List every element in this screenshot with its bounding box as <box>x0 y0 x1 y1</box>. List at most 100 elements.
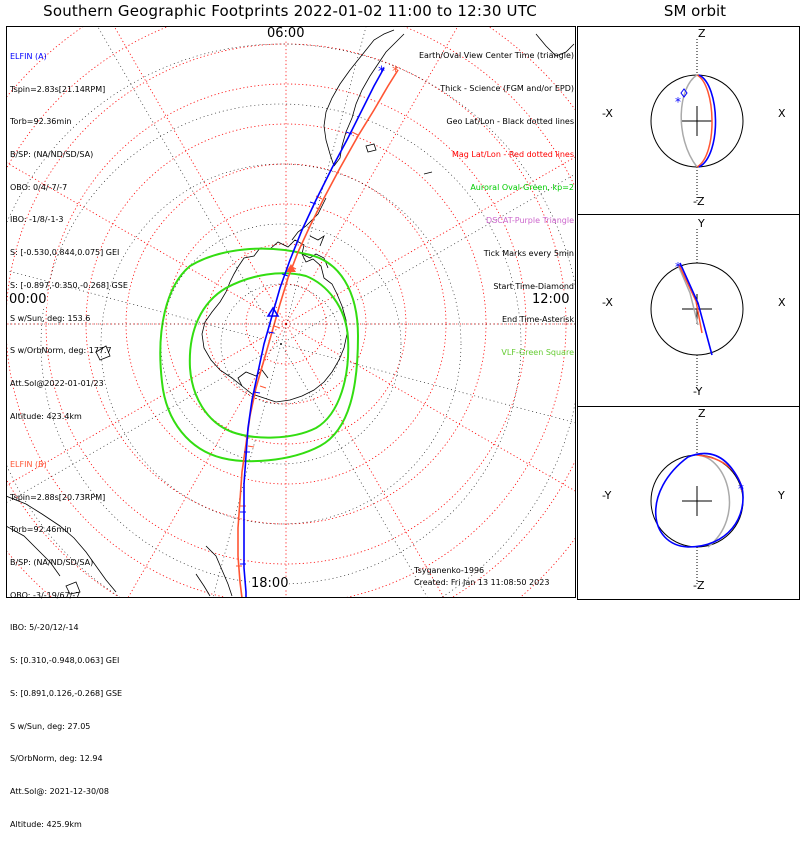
elfin-a-line: Att.Sol@2022-01-01/23 <box>10 379 104 388</box>
elfin-b-line: S w/Sun, deg: 27.05 <box>10 721 91 731</box>
elfin-a-line: OBO: 0/4/-7/-7 <box>10 182 68 192</box>
legend-item: VLF-Green Square <box>501 348 574 357</box>
legend-item: Thick - Science (FGM and/or EPD) <box>440 84 574 93</box>
sm-xz-left: -X <box>602 107 613 120</box>
elfin-a-line: S: [-0.897,-0.350,-0.268] GSE <box>10 280 128 290</box>
tasmania <box>65 581 81 595</box>
sm-xy-right: X <box>778 296 786 309</box>
elfin-a-line: Torb=92.36min <box>10 117 72 127</box>
svg-text:*: * <box>675 260 681 274</box>
ross-shelf <box>237 369 269 387</box>
elfin-a-ticks <box>240 131 353 565</box>
footprint-map: * * <box>6 26 576 598</box>
auroral-oval-outer <box>159 247 360 463</box>
elfin-b-line: S/OrbNorm, deg: 12.94 <box>10 754 103 764</box>
elfin-b-line: S: [0.891,0.126,-0.268] GSE <box>10 688 123 698</box>
legend-item: Mag Lat/Lon - Red dotted lines <box>451 150 574 159</box>
sm-xy-top: Y <box>698 217 705 230</box>
elfin-b-line: S: [0.310,-0.948,0.063] GEI <box>10 656 120 666</box>
elfin-a-line: Altitude: 423.4km <box>10 411 82 421</box>
model-credit: Tsyganenko-1996 <box>414 566 485 575</box>
elfin-a-line: Tspin=2.83s[21.14RPM] <box>10 84 106 94</box>
auroral-oval-inner <box>188 272 350 439</box>
africa-tip <box>535 33 575 57</box>
sm-yz-orbit-a <box>654 452 744 548</box>
auroral-oval <box>159 247 360 463</box>
elfin-b-name: ELFIN (B) <box>10 459 47 469</box>
sm-xz-bottom: -Z <box>693 195 705 208</box>
elfin-a-path <box>243 67 385 597</box>
legend-item: End Time-Asterisk <box>501 315 574 324</box>
sm-xy-plot: * <box>650 229 744 391</box>
legend-item: Tick Marks every 5min <box>483 249 574 258</box>
falklands <box>365 143 377 153</box>
sm-xz-plot: * <box>650 39 744 203</box>
sm-yz-right: Y <box>778 489 785 502</box>
sm-xy-left: -X <box>602 296 613 309</box>
sm-xz-right: X <box>778 107 786 120</box>
elfin-b-line: Att.Sol@: 2021-12-30/08 <box>10 787 109 796</box>
elfin-b-track <box>236 69 399 597</box>
map-frame <box>6 26 576 598</box>
elfin-b-path <box>237 69 399 597</box>
sm-xz-top: Z <box>698 27 706 40</box>
elfin-a-track: * * <box>240 64 399 597</box>
elfin-a-end-asterisk: * <box>378 64 385 80</box>
elfin-a-name: ELFIN (A) <box>10 51 47 61</box>
elfin-b-line: IBO: 5/-20/12/-14 <box>10 623 79 633</box>
elfin-b-line: OBO: -3/-19/67/-7 <box>10 590 81 600</box>
elfin-b-line: Altitude: 425.9km <box>10 819 82 829</box>
elfin-a-line: S w/OrbNorm, deg: 177.7 <box>10 346 112 356</box>
elfin-a-line: B/SP: (NA/ND/SD/SA) <box>10 149 94 159</box>
sm-panel-xy: * Y -Y -X X <box>577 214 800 407</box>
kerguelen <box>95 345 111 361</box>
sm-yz-bottom: -Z <box>693 579 705 592</box>
sm-yz-plot: * <box>650 419 744 585</box>
time-label-right: 12:00 <box>531 292 571 307</box>
antarctica-coast <box>201 239 348 403</box>
australia <box>7 495 117 593</box>
new-zealand <box>195 545 233 597</box>
elfin-b-line: Torb=92.46min <box>10 525 72 535</box>
sm-yz-left: -Y <box>602 489 612 502</box>
elfin-b-line: B/SP: (NA/ND/SD/SA) <box>10 557 94 567</box>
time-label-top: 06:00 <box>266 26 306 41</box>
elfin-a-line: S: [-0.530,0.844,0.075] GEI <box>10 248 120 258</box>
elfin-a-info: ELFIN (A) Tspin=2.83s[21.14RPM] Torb=92.… <box>10 30 128 434</box>
sm-xz-orbit-a <box>698 74 717 168</box>
sm-xz-orbit-gray <box>680 74 698 168</box>
legend-item: DSCAT-Purple Triangle <box>486 216 574 225</box>
elfin-a-line: IBO: -1/8/-1-3 <box>10 215 64 225</box>
plot-title: Southern Geographic Footprints 2022-01-0… <box>43 2 537 20</box>
elfin-b-center-triangle <box>286 264 296 272</box>
sm-xy-orbit-b <box>678 264 703 334</box>
svg-text:*: * <box>675 95 681 109</box>
time-label-left: 00:00 <box>8 292 48 307</box>
elfin-b-line: Tspin=2.88s[20.73RPM] <box>10 492 106 502</box>
legend-item: Auroral Oval-Green, kp=2 <box>470 183 574 192</box>
south-georgia <box>423 171 433 175</box>
legend-item: Geo Lat/Lon - Black dotted lines <box>446 117 574 126</box>
sm-panel-yz: * Z -Z -Y Y <box>577 406 800 600</box>
sm-xy-orbit-a <box>679 262 713 356</box>
legend-item: Earth/Oval View Center Time (triangle) <box>418 51 574 60</box>
elfin-a-center-triangle <box>266 306 280 317</box>
legend-item: Start Time-Diamond <box>493 282 574 291</box>
time-label-bottom: 18:00 <box>250 576 290 591</box>
geo-lat-circle <box>220 283 342 405</box>
svg-text:*: * <box>738 482 744 496</box>
sm-yz-top: Z <box>698 407 706 420</box>
antarctic-peninsula <box>291 197 327 241</box>
sm-xz-orbit-b <box>696 74 713 168</box>
geo-lat-circle <box>100 163 462 525</box>
sm-xy-bottom: -Y <box>693 385 703 398</box>
south-shetland <box>309 234 325 247</box>
sm-orbit-title: SM orbit <box>663 2 727 20</box>
sm-panel-xz: * Z -Z -X X <box>577 26 800 215</box>
elfin-b-info: ELFIN (B) Tspin=2.88s[20.73RPM] Torb=92.… <box>10 438 122 842</box>
legend: Earth/Oval View Center Time (triangle) T… <box>419 28 574 369</box>
created-timestamp: Created: Fri Jan 13 11:08:50 2023 <box>414 578 550 587</box>
south-america <box>323 29 405 167</box>
elfin-b-end-asterisk: * <box>392 64 399 80</box>
elfin-a-line: S w/Sun, deg: 153.6 <box>10 313 91 323</box>
